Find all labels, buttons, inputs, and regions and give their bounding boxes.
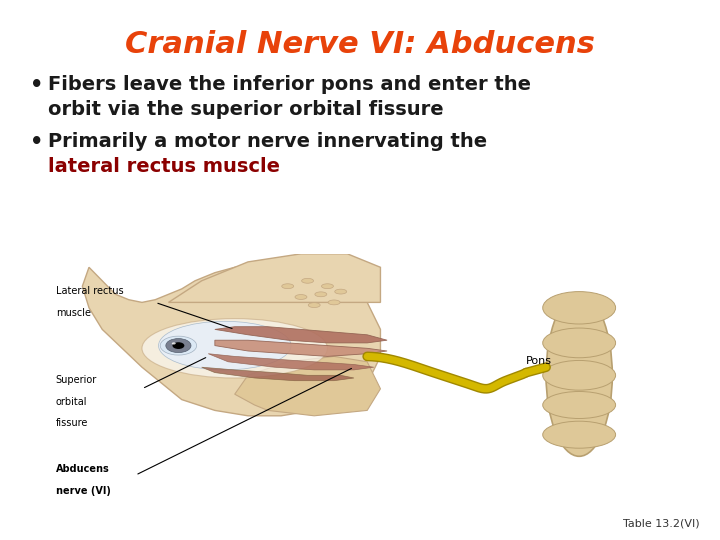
- Text: Table 13.2(VI): Table 13.2(VI): [624, 518, 700, 528]
- Text: nerve (VI): nerve (VI): [56, 486, 111, 496]
- Polygon shape: [202, 367, 354, 381]
- Text: Primarily a motor nerve innervating the: Primarily a motor nerve innervating the: [48, 132, 487, 151]
- Ellipse shape: [172, 342, 176, 345]
- Text: Lateral rectus: Lateral rectus: [56, 286, 124, 296]
- Polygon shape: [168, 254, 380, 302]
- Text: Superior: Superior: [56, 375, 97, 386]
- Circle shape: [295, 295, 307, 300]
- Text: orbital: orbital: [56, 397, 87, 407]
- Circle shape: [308, 302, 320, 308]
- Ellipse shape: [546, 294, 612, 456]
- Text: •: •: [30, 132, 43, 152]
- Ellipse shape: [543, 392, 616, 418]
- Circle shape: [315, 292, 327, 297]
- Text: Pons: Pons: [526, 356, 552, 367]
- Ellipse shape: [166, 339, 191, 353]
- Ellipse shape: [161, 336, 197, 355]
- Circle shape: [328, 300, 340, 305]
- Ellipse shape: [543, 328, 616, 357]
- Polygon shape: [82, 262, 380, 416]
- Ellipse shape: [142, 319, 328, 378]
- Text: Fibers leave the inferior pons and enter the: Fibers leave the inferior pons and enter…: [48, 75, 531, 94]
- Text: fissure: fissure: [56, 418, 89, 429]
- Circle shape: [302, 279, 313, 283]
- Circle shape: [282, 284, 294, 288]
- Text: muscle: muscle: [56, 308, 91, 318]
- Text: Cranial Nerve VI: Abducens: Cranial Nerve VI: Abducens: [125, 30, 595, 59]
- Circle shape: [335, 289, 346, 294]
- Circle shape: [322, 284, 333, 288]
- Polygon shape: [215, 340, 387, 356]
- Ellipse shape: [158, 321, 291, 370]
- Polygon shape: [235, 356, 380, 416]
- Ellipse shape: [543, 361, 616, 390]
- Ellipse shape: [173, 342, 184, 349]
- Text: orbit via the superior orbital fissure: orbit via the superior orbital fissure: [48, 100, 444, 119]
- Ellipse shape: [543, 292, 616, 324]
- Text: lateral rectus muscle: lateral rectus muscle: [48, 157, 280, 176]
- Polygon shape: [208, 354, 374, 370]
- Ellipse shape: [543, 421, 616, 448]
- Text: •: •: [30, 75, 43, 95]
- Text: Abducens: Abducens: [56, 464, 109, 475]
- Polygon shape: [215, 327, 387, 343]
